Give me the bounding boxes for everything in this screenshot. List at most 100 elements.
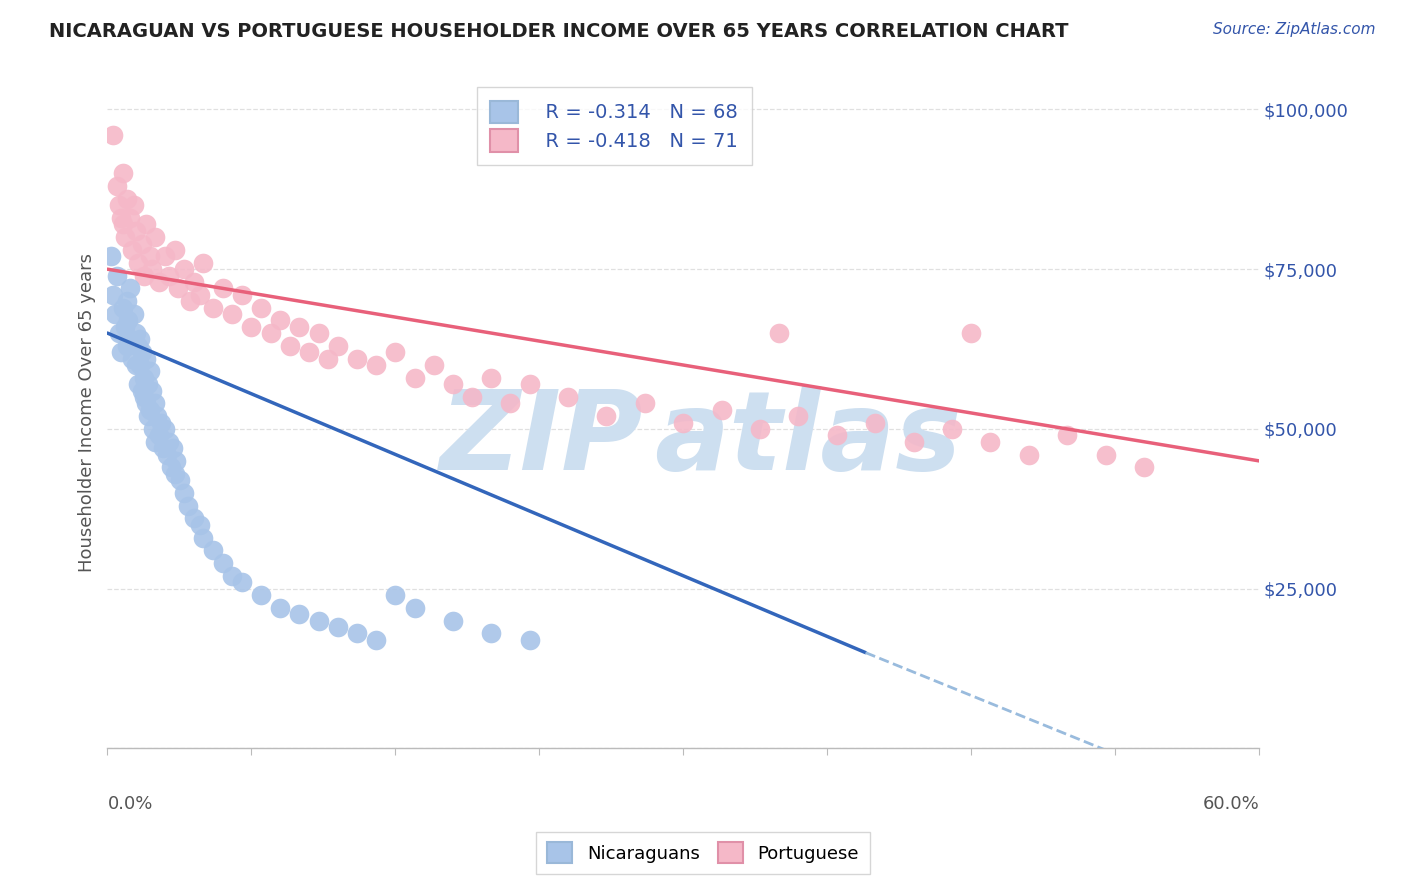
Point xyxy=(121,243,143,257)
Point xyxy=(941,422,963,436)
Point xyxy=(201,543,224,558)
Point xyxy=(145,396,167,410)
Point xyxy=(145,434,167,449)
Point xyxy=(326,620,349,634)
Point xyxy=(121,351,143,366)
Point xyxy=(672,416,695,430)
Text: 0.0%: 0.0% xyxy=(107,796,153,814)
Point xyxy=(127,377,149,392)
Point xyxy=(298,345,321,359)
Point xyxy=(710,402,733,417)
Point xyxy=(1133,460,1156,475)
Point xyxy=(138,249,160,263)
Point xyxy=(142,422,165,436)
Point xyxy=(150,416,173,430)
Point xyxy=(110,211,132,225)
Point xyxy=(308,326,330,340)
Point xyxy=(183,275,205,289)
Point xyxy=(167,281,190,295)
Point xyxy=(127,256,149,270)
Point xyxy=(114,319,136,334)
Point xyxy=(308,614,330,628)
Point xyxy=(221,569,243,583)
Point xyxy=(120,211,142,225)
Point xyxy=(326,339,349,353)
Point xyxy=(111,166,134,180)
Point xyxy=(441,614,464,628)
Point xyxy=(269,313,291,327)
Point xyxy=(135,396,157,410)
Point xyxy=(479,626,502,640)
Point xyxy=(131,345,153,359)
Point xyxy=(122,307,145,321)
Point xyxy=(131,384,153,398)
Point xyxy=(231,287,253,301)
Point xyxy=(384,588,406,602)
Point xyxy=(148,275,170,289)
Point xyxy=(156,448,179,462)
Text: Source: ZipAtlas.com: Source: ZipAtlas.com xyxy=(1212,22,1375,37)
Point xyxy=(1094,448,1116,462)
Point xyxy=(120,333,142,347)
Point xyxy=(145,230,167,244)
Point xyxy=(479,371,502,385)
Point xyxy=(157,434,180,449)
Point xyxy=(132,371,155,385)
Point xyxy=(104,307,127,321)
Point xyxy=(152,441,174,455)
Point xyxy=(366,632,388,647)
Point xyxy=(240,319,263,334)
Point xyxy=(135,218,157,232)
Point xyxy=(114,230,136,244)
Point xyxy=(129,333,152,347)
Point xyxy=(1018,448,1040,462)
Point xyxy=(120,281,142,295)
Point xyxy=(157,268,180,283)
Point xyxy=(110,345,132,359)
Point xyxy=(595,409,617,424)
Point xyxy=(1056,428,1078,442)
Point xyxy=(101,128,124,142)
Point xyxy=(787,409,810,424)
Point xyxy=(111,301,134,315)
Point xyxy=(163,243,186,257)
Point xyxy=(211,556,233,570)
Point xyxy=(117,313,139,327)
Point xyxy=(211,281,233,295)
Point xyxy=(288,319,311,334)
Point xyxy=(979,434,1001,449)
Point xyxy=(903,434,925,449)
Point xyxy=(404,600,426,615)
Point xyxy=(148,428,170,442)
Point xyxy=(183,511,205,525)
Point xyxy=(346,351,368,366)
Point xyxy=(136,377,159,392)
Point xyxy=(366,358,388,372)
Point xyxy=(519,377,541,392)
Text: atlas: atlas xyxy=(654,386,962,493)
Y-axis label: Householder Income Over 65 years: Householder Income Over 65 years xyxy=(79,253,96,573)
Point xyxy=(461,390,484,404)
Legend: Nicaraguans, Portuguese: Nicaraguans, Portuguese xyxy=(536,831,870,874)
Point xyxy=(231,575,253,590)
Point xyxy=(557,390,579,404)
Point xyxy=(269,600,291,615)
Point xyxy=(441,377,464,392)
Point xyxy=(105,179,128,194)
Point xyxy=(127,339,149,353)
Point xyxy=(159,460,181,475)
Point xyxy=(115,192,138,206)
Point xyxy=(173,262,195,277)
Point xyxy=(278,339,301,353)
Point xyxy=(863,416,886,430)
Point xyxy=(188,517,211,532)
Point xyxy=(146,409,169,424)
Point xyxy=(193,531,215,545)
Point xyxy=(101,287,124,301)
Point xyxy=(316,351,339,366)
Point xyxy=(129,358,152,372)
Point xyxy=(960,326,983,340)
Legend:   R = -0.314   N = 68,   R = -0.418   N = 71: R = -0.314 N = 68, R = -0.418 N = 71 xyxy=(477,87,751,165)
Point xyxy=(250,301,273,315)
Point xyxy=(177,499,200,513)
